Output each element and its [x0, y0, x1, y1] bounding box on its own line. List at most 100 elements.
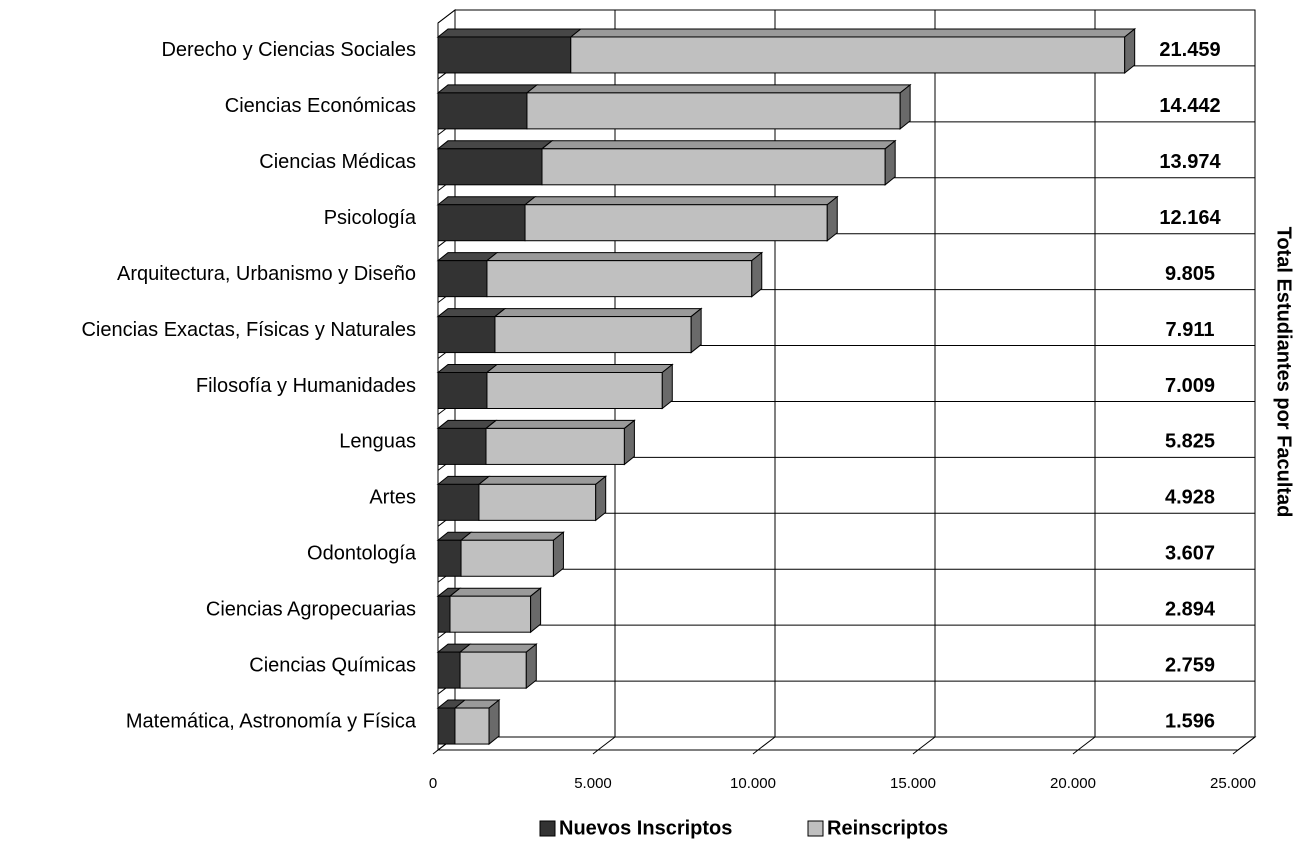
- bar: [437, 372, 488, 409]
- total-label: 5.825: [1165, 431, 1215, 453]
- total-label: 1.596: [1165, 710, 1215, 732]
- x-tick-label: 15.000: [890, 775, 936, 792]
- y-tick-label: Matemática, Astronomía y Física: [126, 710, 417, 732]
- total-label: 9.805: [1165, 263, 1215, 285]
- total-label: 2.894: [1165, 598, 1216, 620]
- x-tick-label: 20.000: [1050, 775, 1096, 792]
- legend-swatch: [807, 820, 824, 837]
- y-tick-label: Psicología: [324, 207, 417, 229]
- bar-side: [623, 419, 635, 466]
- bar-top: [458, 643, 538, 653]
- bar-top: [436, 28, 583, 38]
- total-label: 21.459: [1159, 39, 1220, 61]
- total-label: 13.974: [1159, 151, 1221, 173]
- bar: [437, 427, 487, 465]
- bar-top: [477, 475, 608, 485]
- bar-top: [436, 196, 537, 206]
- bar-side: [525, 643, 537, 690]
- y-tick-label: Odontología: [307, 543, 417, 565]
- y-tick-label: Filosofía y Humanidades: [196, 375, 416, 397]
- bar-top: [525, 84, 912, 94]
- y-tick-label: Ciencias Exactas, Físicas y Naturales: [81, 319, 416, 341]
- bar-top: [436, 140, 554, 150]
- bar: [526, 92, 901, 130]
- bar-top: [448, 587, 543, 597]
- x-tick-label: 25.000: [1210, 775, 1256, 792]
- bar-side: [661, 363, 673, 410]
- tick-mark: [752, 749, 759, 755]
- tick-mark: [912, 749, 919, 755]
- bar-side: [751, 251, 763, 298]
- y-tick-label: Ciencias Químicas: [249, 654, 416, 676]
- x-tick-label: 5.000: [574, 775, 612, 792]
- bar-top: [569, 28, 1137, 38]
- bar: [459, 651, 527, 689]
- bar-side: [690, 307, 702, 354]
- bar: [485, 427, 625, 465]
- bar: [460, 539, 554, 577]
- tick-mark: [592, 749, 599, 755]
- bar: [570, 36, 1126, 74]
- bar: [437, 316, 496, 354]
- floor-grid-line: [597, 736, 616, 751]
- tick-mark: [432, 749, 439, 755]
- bar: [486, 372, 663, 409]
- legend-label: Reinscriptos: [827, 817, 948, 839]
- bar-side: [899, 83, 911, 130]
- bar-top: [540, 140, 897, 150]
- x-tick-label: 10.000: [730, 775, 776, 792]
- bar-top: [484, 419, 636, 429]
- bar-side: [595, 475, 607, 522]
- bar-side: [884, 139, 896, 186]
- y-tick-label: Ciencias Económicas: [225, 95, 416, 117]
- total-label: 7.009: [1165, 375, 1215, 397]
- bar-side: [552, 531, 564, 578]
- legend-label: Nuevos Inscriptos: [559, 817, 732, 839]
- bar-top: [436, 84, 539, 94]
- bar: [437, 483, 480, 521]
- floor-grid-line: [757, 736, 776, 751]
- bar-side: [530, 587, 542, 634]
- total-label: 4.928: [1165, 487, 1215, 509]
- tick-mark: [1232, 749, 1239, 755]
- total-label: 2.759: [1165, 654, 1215, 676]
- y-tick-label: Ciencias Agropecuarias: [206, 598, 416, 620]
- bar: [478, 483, 597, 521]
- bar: [524, 204, 828, 242]
- floor-grid-line: [1077, 736, 1096, 751]
- bar: [437, 36, 572, 74]
- legend-swatch: [539, 820, 556, 837]
- bar-top: [485, 252, 764, 262]
- bar: [437, 204, 526, 242]
- bar-top: [523, 196, 839, 206]
- y-tick-label: Arquitectura, Urbanismo y Diseño: [117, 263, 416, 285]
- bar-top: [436, 308, 507, 318]
- bar: [437, 260, 488, 298]
- bar-side: [1124, 27, 1136, 75]
- bar: [437, 707, 456, 745]
- category-divider: [437, 9, 456, 24]
- right-axis-label: Total Estudiantes por Facultad: [1273, 227, 1295, 518]
- bar-side: [488, 698, 500, 746]
- y-tick-label: Artes: [369, 487, 416, 509]
- bar: [437, 148, 543, 186]
- bar-top: [493, 308, 703, 318]
- bar: [437, 92, 528, 130]
- y-tick-label: Lenguas: [339, 431, 416, 453]
- total-label: 7.911: [1166, 319, 1215, 341]
- tick-mark: [1072, 749, 1079, 755]
- bar-top: [485, 364, 674, 373]
- bar: [494, 316, 692, 354]
- bar: [437, 595, 451, 633]
- bar: [454, 707, 490, 745]
- x-tick-label: 0: [429, 775, 437, 792]
- bar: [449, 595, 532, 633]
- y-tick-label: Derecho y Ciencias Sociales: [161, 39, 416, 61]
- floor: [436, 736, 1257, 751]
- bar-top: [459, 531, 565, 541]
- total-label: 12.164: [1159, 207, 1221, 229]
- total-label: 14.442: [1159, 95, 1220, 117]
- floor-grid-line: [1237, 736, 1256, 751]
- total-label: 3.607: [1165, 543, 1215, 565]
